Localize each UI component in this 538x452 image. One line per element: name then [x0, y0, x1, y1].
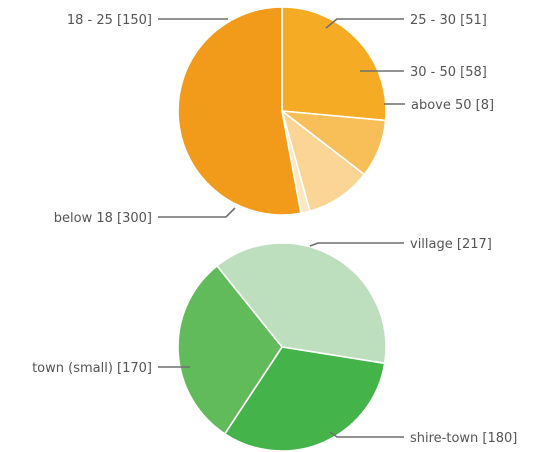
location-pie-chart: village [217] shire-town [180] town (small… [32, 237, 517, 452]
slice-label-above-50-8: above 50 [8] [411, 98, 494, 113]
leader-line-below-18-300 [158, 207, 236, 218]
pie-slice-18-25-150 [281, 6, 387, 122]
pie-slice-shire-town-180 [223, 346, 386, 452]
leader-line-village-217 [309, 242, 404, 247]
slice-label-30-50-58: 30 - 50 [58] [410, 65, 487, 80]
leader-line-25-30-51 [325, 18, 404, 29]
pie-slice-below-18-300 [177, 6, 302, 216]
slice-label-below-18-300: below 18 [300] [54, 211, 152, 226]
leader-line-shire-town-180 [329, 431, 404, 438]
pie-slice-town-small-170 [177, 264, 283, 435]
slice-label-town-small-170: town (small) [170] [32, 361, 152, 376]
slice-label-25-30-51: 25 - 30 [51] [410, 13, 487, 28]
pie-slice-village-217 [215, 242, 387, 365]
slice-label-18-25-150: 18 - 25 [150] [67, 13, 152, 28]
slice-label-village-217: village [217] [410, 237, 492, 252]
age-pie-chart: 18 - 25 [150] 25 - 30 [51] 30 - 50 [58] abo… [54, 6, 494, 226]
slice-label-shire-town-180: shire-town [180] [410, 431, 517, 446]
